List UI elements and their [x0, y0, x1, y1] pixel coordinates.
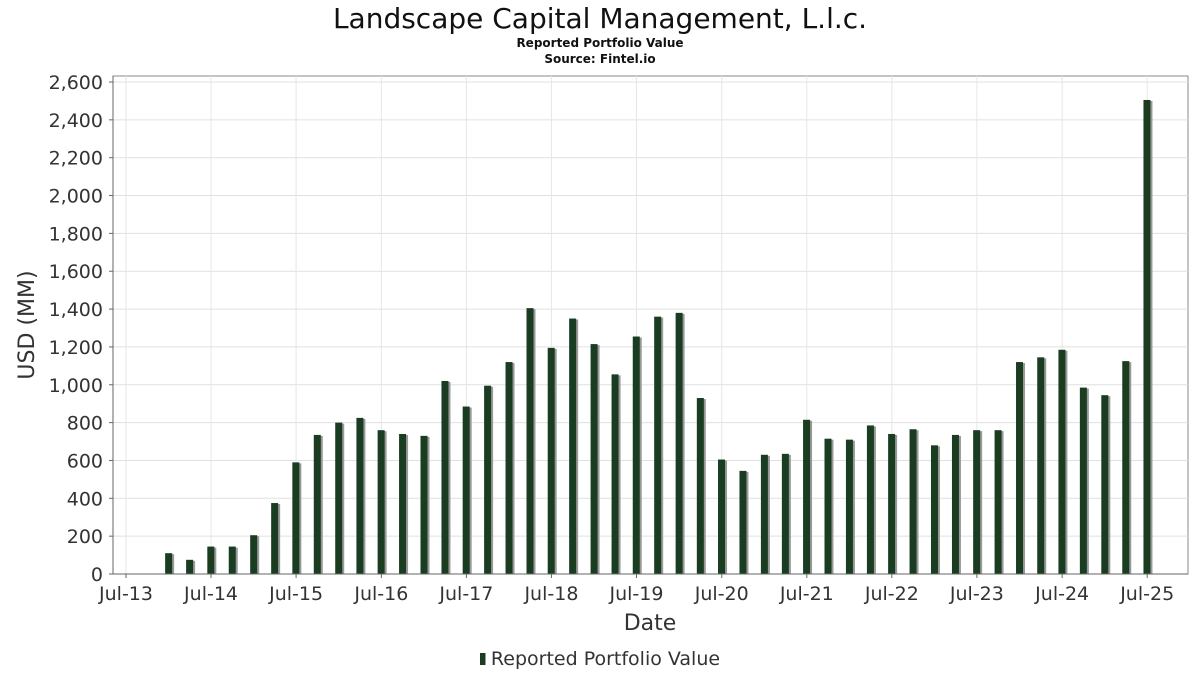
bar — [1143, 99, 1151, 574]
bar — [484, 385, 492, 574]
bar — [271, 503, 279, 574]
chart-title: Landscape Capital Management, L.l.c. — [332, 2, 868, 35]
grid-layer — [112, 75, 1189, 575]
y-tick-label: 200 — [67, 526, 103, 548]
bar — [803, 419, 811, 574]
bar — [335, 422, 343, 574]
bar — [462, 406, 470, 574]
bar — [590, 344, 598, 574]
bar — [1016, 362, 1024, 574]
x-tick-label: Jul-13 — [98, 583, 153, 605]
bar — [547, 347, 555, 574]
chart-source: Source: Fintel.io — [544, 52, 656, 66]
bar — [505, 362, 513, 574]
bar — [781, 453, 789, 574]
x-tick-label: Jul-20 — [694, 583, 749, 605]
y-tick-label: 2,200 — [49, 148, 103, 170]
x-tick-label: Jul-18 — [523, 583, 578, 605]
bar — [1101, 395, 1109, 574]
y-tick-label: 1,200 — [49, 337, 103, 359]
bar — [951, 434, 959, 574]
bar — [186, 559, 194, 574]
x-tick-label: Jul-16 — [353, 583, 408, 605]
bar — [228, 546, 236, 574]
x-tick-label: Jul-22 — [864, 583, 919, 605]
bar — [313, 434, 321, 574]
y-tick-label: 1,600 — [49, 261, 103, 283]
x-tick-label: Jul-23 — [949, 583, 1004, 605]
y-tick-label: 1,000 — [49, 375, 103, 397]
y-tick-label: 800 — [67, 413, 103, 435]
y-tick-label: 1,400 — [49, 299, 103, 321]
bar — [165, 553, 173, 574]
bar — [441, 380, 449, 574]
bar — [824, 438, 832, 574]
bar — [611, 374, 619, 574]
x-tick-label: Jul-24 — [1034, 583, 1089, 605]
bar — [420, 435, 428, 574]
bar — [1079, 387, 1087, 574]
x-tick-label: Jul-17 — [438, 583, 493, 605]
bar — [675, 312, 683, 574]
bar — [399, 433, 407, 574]
plot-area — [112, 75, 1189, 575]
bar — [526, 308, 534, 574]
bar — [909, 429, 917, 574]
y-tick-label: 2,600 — [49, 72, 103, 94]
bars-layer — [165, 99, 1153, 574]
x-tick-label: Jul-25 — [1119, 583, 1174, 605]
x-tick-label: Jul-15 — [268, 583, 323, 605]
bar — [654, 316, 662, 574]
legend-swatch — [479, 653, 486, 665]
x-tick-label: Jul-21 — [779, 583, 834, 605]
bar — [994, 430, 1002, 574]
bar — [356, 417, 364, 574]
bar — [377, 430, 385, 574]
bar — [866, 425, 874, 574]
x-tick-label: Jul-14 — [183, 583, 238, 605]
bar — [207, 546, 215, 574]
y-tick-label: 1,800 — [49, 223, 103, 245]
bar — [1058, 349, 1066, 574]
x-tick-label: Jul-19 — [608, 583, 663, 605]
y-tick-label: 400 — [67, 488, 103, 510]
bar — [845, 439, 853, 574]
bar — [1037, 357, 1045, 574]
bar — [973, 430, 981, 574]
bar — [718, 459, 726, 574]
bar — [292, 462, 300, 574]
bar — [569, 318, 577, 574]
legend-label: Reported Portfolio Value — [490, 648, 721, 670]
bar — [1122, 361, 1130, 574]
bar — [760, 454, 768, 574]
bar — [888, 433, 896, 574]
chart-subtitle: Reported Portfolio Value — [516, 36, 684, 50]
bar — [632, 336, 640, 574]
y-axis-label: USD (MM) — [15, 270, 40, 379]
bar — [739, 470, 747, 574]
legend: Reported Portfolio Value — [0, 648, 1200, 670]
y-tick-label: 0 — [91, 564, 103, 586]
x-axis-label: Date — [624, 611, 677, 636]
y-tick-label: 600 — [67, 450, 103, 472]
y-tick-label: 2,000 — [49, 186, 103, 208]
y-tick-label: 2,400 — [49, 110, 103, 132]
bar — [696, 398, 704, 574]
bar — [250, 535, 258, 574]
bar — [930, 445, 938, 574]
axes-layer: 0 200 400 600 800 1,000 1,200 1,400 1,600 1,800 2,… — [49, 72, 1188, 605]
